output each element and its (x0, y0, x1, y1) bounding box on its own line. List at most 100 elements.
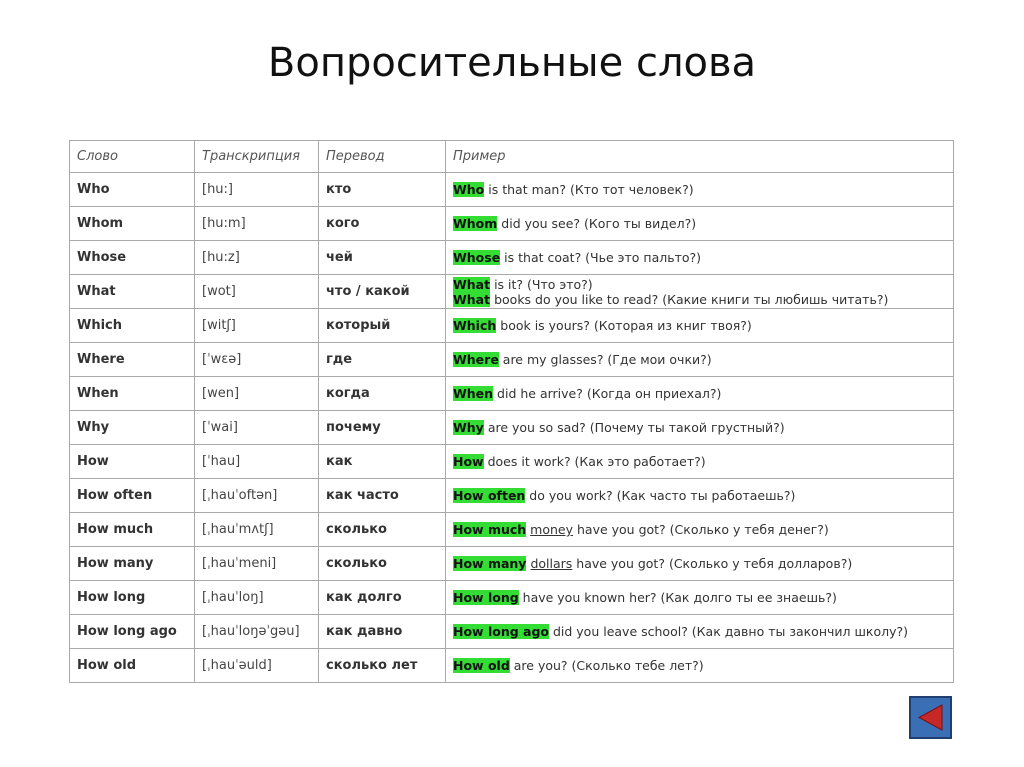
back-button[interactable] (909, 696, 952, 739)
table-row: How often [ˌhauˈoftən] как часто How often … (69, 478, 954, 513)
cell-example: Where are my glasses? (Где мои очки?) (445, 342, 954, 377)
table-row: How much [ˌhauˈmʌtʃ] сколько How much money… (69, 512, 954, 547)
cell-word: How long ago (69, 614, 195, 649)
cell-example: How long ago did you leave school? (Как … (445, 614, 954, 649)
table-row: How many [ˌhauˈmeni] сколько How many dolla… (69, 546, 954, 581)
cell-translation: когда (318, 376, 446, 411)
triangle-left-icon (917, 704, 943, 731)
table-row: Where [ˈwɛə] где Where are my glasses? (Где… (69, 342, 954, 377)
cell-example: Why are you so sad? (Почему ты такой гру… (445, 410, 954, 445)
table-row: How [ˈhau] как How does it work? (Как это р… (69, 444, 954, 479)
highlighted-question-word: How long (453, 590, 519, 605)
example-line: Whose is that coat? (Чье это пальто?) (453, 250, 946, 265)
example-text: are my glasses? (Где мои очки?) (498, 352, 712, 367)
cell-word: How often (69, 478, 195, 513)
cell-word: How (69, 444, 195, 479)
example-text: have you known her? (Как долго ты ее зна… (518, 590, 837, 605)
underlined-word: dollars (530, 556, 573, 571)
example-text: does it work? (Как это работает?) (483, 454, 706, 469)
example-line: How much money have you got? (Сколько у … (453, 522, 946, 537)
cell-word: Which (69, 308, 195, 343)
table-row: How old [ˌhauˈəuld] сколько лет How old are… (69, 648, 954, 683)
cell-word: Why (69, 410, 195, 445)
cell-word: Whom (69, 206, 195, 241)
cell-word: When (69, 376, 195, 411)
cell-translation: что / какой (318, 274, 446, 309)
table-row: What [wot] что / какой What is it? (Что это… (69, 274, 954, 309)
cell-transcription: [ˈwɛə] (194, 342, 319, 377)
example-line: How often do you work? (Как часто ты раб… (453, 488, 946, 503)
cell-translation: который (318, 308, 446, 343)
cell-example: How often do you work? (Как часто ты раб… (445, 478, 954, 513)
cell-translation: где (318, 342, 446, 377)
example-text: is that man? (Кто тот человек?) (484, 182, 694, 197)
cell-translation: чей (318, 240, 446, 275)
cell-translation: как (318, 444, 446, 479)
highlighted-question-word: How long ago (453, 624, 549, 639)
table-row: Who [hu:] кто Who is that man? (Кто тот чел… (69, 172, 954, 207)
example-line: Who is that man? (Кто тот человек?) (453, 182, 946, 197)
cell-translation: сколько (318, 546, 446, 581)
cell-transcription: [ˌhauˈoftən] (194, 478, 319, 513)
cell-example: When did he arrive? (Когда он приехал?) (445, 376, 954, 411)
highlighted-question-word: How old (453, 658, 510, 673)
highlighted-question-word: What (453, 291, 491, 307)
example-text: books do you like to read? (Какие книги … (490, 291, 889, 307)
example-text: are you so sad? (Почему ты такой грустны… (483, 420, 785, 435)
cell-example: Which book is yours? (Которая из книг тв… (445, 308, 954, 343)
example-line: Why are you so sad? (Почему ты такой гру… (453, 420, 946, 435)
cell-word: How much (69, 512, 195, 547)
example-text: book is yours? (Которая из книг твоя?) (496, 318, 752, 333)
example-line: What is it? (Что это?) (453, 276, 946, 292)
cell-example: Whom did you see? (Кого ты видел?) (445, 206, 954, 241)
column-header-example: Пример (445, 140, 954, 173)
table-row: Whom [hu:m] кого Whom did you see? (Кого ты… (69, 206, 954, 241)
example-text: do you work? (Как часто ты работаешь?) (525, 488, 796, 503)
example-line: Which book is yours? (Которая из книг тв… (453, 318, 946, 333)
example-line: How does it work? (Как это работает?) (453, 454, 946, 469)
cell-translation: сколько лет (318, 648, 446, 683)
example-text: is it? (Что это?) (490, 276, 593, 292)
table-row: Why [ˈwai] почему Why are you so sad? (Поче… (69, 410, 954, 445)
cell-example: What is it? (Что это?) What books do you … (445, 274, 954, 309)
table-row: How long ago [ˌhauˈloŋəˈgəu] как давно How … (69, 614, 954, 649)
cell-transcription: [hu:] (194, 172, 319, 207)
example-line: Whom did you see? (Кого ты видел?) (453, 216, 946, 231)
example-line: What books do you like to read? (Какие к… (453, 291, 946, 307)
example-text: did he arrive? (Когда он приехал?) (493, 386, 722, 401)
cell-example: How old are you? (Сколько тебе лет?) (445, 648, 954, 683)
cell-transcription: [ˌhauˈmʌtʃ] (194, 512, 319, 547)
cell-example: Whose is that coat? (Чье это пальто?) (445, 240, 954, 275)
highlighted-question-word: How much (453, 522, 527, 537)
highlighted-question-word: Which (453, 318, 497, 333)
underlined-word: money (530, 522, 574, 537)
cell-example: How does it work? (Как это работает?) (445, 444, 954, 479)
example-text: did you see? (Кого ты видел?) (497, 216, 697, 231)
highlighted-question-word: Whom (453, 216, 498, 231)
cell-word: What (69, 274, 195, 309)
highlighted-question-word: Who (453, 182, 485, 197)
cell-transcription: [wot] (194, 274, 319, 309)
cell-transcription: [ˌhauˈloŋəˈgəu] (194, 614, 319, 649)
cell-transcription: [witʃ] (194, 308, 319, 343)
cell-translation: кто (318, 172, 446, 207)
cell-translation: как давно (318, 614, 446, 649)
cell-word: Where (69, 342, 195, 377)
example-line: How long have you known her? (Как долго … (453, 590, 946, 605)
example-text: are you? (Сколько тебе лет?) (509, 658, 704, 673)
column-header-transcription: Транскрипция (194, 140, 319, 173)
example-text: did you leave school? (Как давно ты зако… (549, 624, 909, 639)
cell-transcription: [ˈwai] (194, 410, 319, 445)
cell-transcription: [hu:z] (194, 240, 319, 275)
cell-transcription: [ˈhau] (194, 444, 319, 479)
cell-word: Whose (69, 240, 195, 275)
cell-transcription: [hu:m] (194, 206, 319, 241)
example-line: When did he arrive? (Когда он приехал?) (453, 386, 946, 401)
highlighted-question-word: How many (453, 556, 527, 571)
example-text: have you got? (Сколько у тебя долларов?) (572, 556, 853, 571)
cell-translation: сколько (318, 512, 446, 547)
table-row: How long [ˌhauˈloŋ] как долго How long have… (69, 580, 954, 615)
example-line: How many dollars have you got? (Сколько … (453, 556, 946, 571)
cell-word: Who (69, 172, 195, 207)
cell-word: How old (69, 648, 195, 683)
